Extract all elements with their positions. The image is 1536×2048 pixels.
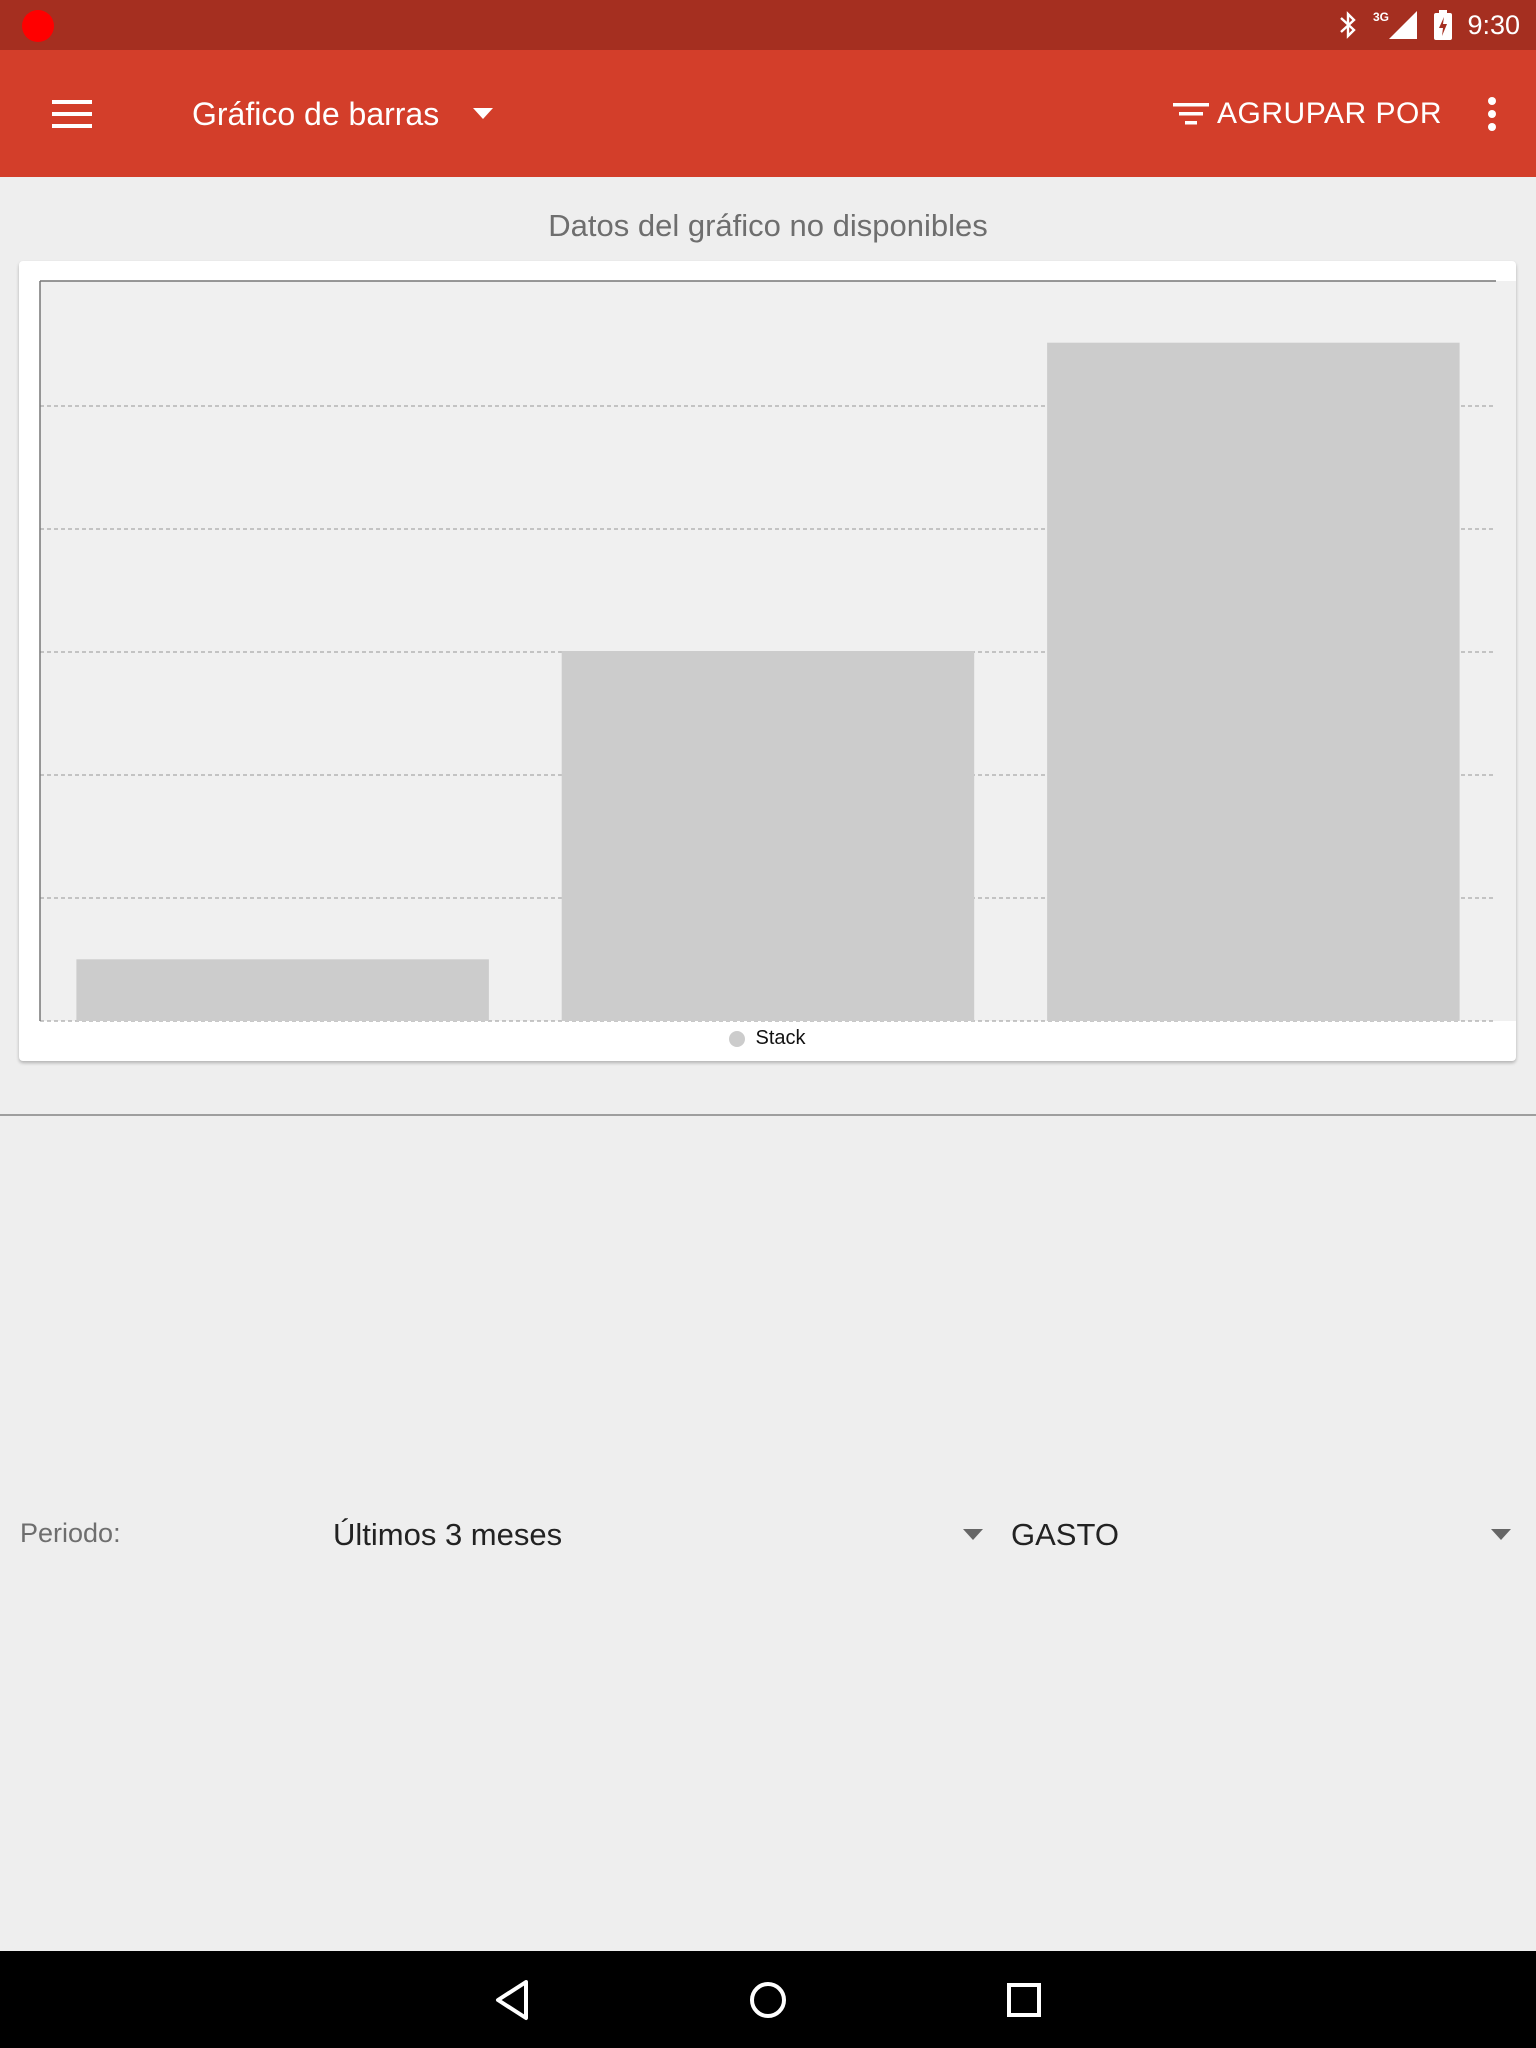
transaction-type-select[interactable]: GASTO [1011, 1500, 1511, 1570]
back-icon [496, 1980, 528, 2020]
period-dropdown-arrow-icon [963, 1529, 983, 1540]
navigation-menu-button[interactable] [36, 85, 108, 143]
app-bar: Gráfico de barras AGRUPAR POR [0, 50, 1536, 177]
recents-button[interactable] [993, 1969, 1055, 2031]
chart-bar-1 [76, 959, 489, 1021]
legend-swatch [729, 1030, 746, 1047]
chart-caption: Datos del gráfico no disponibles [548, 208, 988, 243]
status-bar: 3G 9:30 [0, 0, 1536, 50]
period-label: Periodo: [20, 1518, 121, 1548]
home-button[interactable] [737, 1969, 799, 2031]
chart-legend: Stack [19, 1027, 1516, 1050]
recents-icon [1007, 1983, 1041, 2017]
recording-indicator-icon [22, 10, 54, 42]
system-navigation-bar [0, 1951, 1536, 2048]
home-icon [750, 1982, 786, 2018]
group-by-button[interactable]: AGRUPAR POR [1173, 80, 1442, 148]
bar-chart [39, 280, 1516, 1022]
app-title: Gráfico de barras [192, 95, 440, 132]
group-by-label: AGRUPAR POR [1217, 97, 1442, 130]
type-dropdown-arrow-icon [1491, 1529, 1511, 1540]
signal-3g-icon: 3G [1373, 10, 1418, 39]
network-type-label: 3G [1373, 10, 1389, 24]
legend-label: Stack [755, 1027, 806, 1049]
bars [76, 342, 1460, 1021]
back-button[interactable] [481, 1969, 543, 2031]
dropdown-arrow-icon [473, 108, 494, 119]
overflow-menu-button[interactable] [1468, 90, 1516, 138]
filter-icon [1173, 103, 1210, 125]
bluetooth-icon [1340, 11, 1357, 39]
chart-card: Stack [19, 261, 1516, 1061]
hamburger-menu-icon [52, 100, 92, 128]
chart-type-spinner[interactable]: Gráfico de barras [192, 80, 494, 148]
status-icons: 3G 9:30 [1337, 0, 1520, 50]
more-vert-icon [1488, 97, 1496, 131]
status-time: 9:30 [1467, 9, 1520, 40]
transaction-type-select-value: GASTO [1011, 1517, 1119, 1552]
period-select-value: Últimos 3 meses [333, 1517, 563, 1552]
chart-bar-3 [1047, 342, 1460, 1021]
chart-bar-2 [561, 651, 975, 1021]
battery-charging-icon [1434, 10, 1453, 40]
section-divider [0, 1114, 1536, 1116]
period-select[interactable]: Últimos 3 meses [333, 1500, 983, 1570]
